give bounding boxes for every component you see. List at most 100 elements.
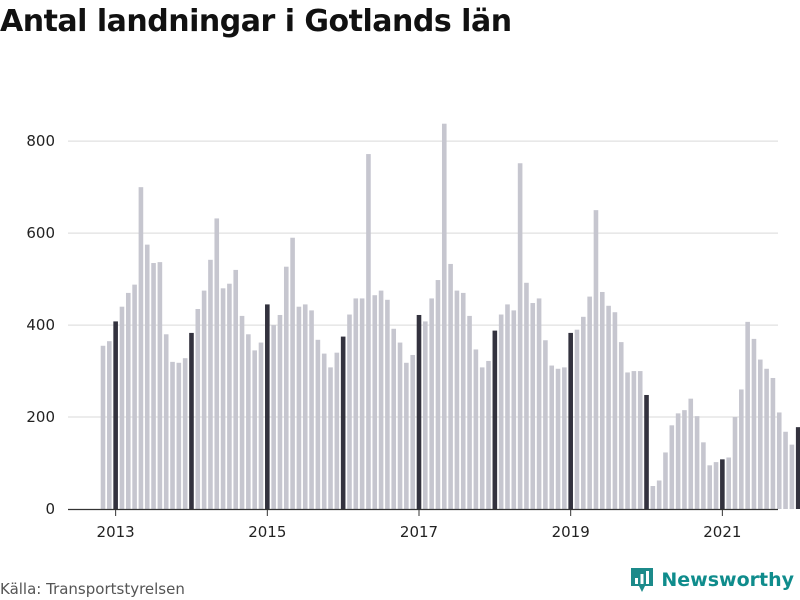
bar: [764, 368, 769, 509]
bar: [644, 394, 649, 509]
bar: [321, 353, 327, 509]
bar: [214, 218, 220, 509]
bar: [568, 332, 573, 509]
bar: [170, 361, 175, 509]
bar: [479, 367, 485, 509]
bar: [543, 340, 548, 509]
bar: [340, 336, 346, 509]
bar: [682, 410, 687, 509]
bar: [353, 298, 359, 509]
bar: [599, 291, 605, 509]
bar: [770, 377, 776, 509]
x-tick-label: 2013: [97, 523, 135, 541]
x-tick-label: 2019: [552, 523, 590, 541]
y-tick-label: 800: [26, 132, 55, 150]
bar: [366, 154, 371, 509]
bar: [625, 372, 630, 509]
bar: [119, 306, 125, 509]
bar: [448, 263, 453, 509]
bar: [378, 290, 384, 509]
bar: [347, 314, 352, 509]
newsworthy-logo-icon: [631, 568, 654, 592]
bar: [669, 425, 675, 509]
bar: [385, 299, 390, 509]
bar: [182, 358, 188, 509]
bar: [315, 339, 321, 509]
bar: [271, 325, 276, 509]
bar: [246, 334, 251, 509]
bar: [220, 288, 226, 509]
bar: [441, 123, 447, 510]
bar: [265, 304, 270, 509]
bar: [233, 269, 239, 509]
bar: [334, 352, 340, 509]
bar: [359, 298, 365, 509]
bar: [492, 330, 498, 509]
bar: [460, 292, 466, 509]
bar: [309, 310, 314, 509]
bar: [726, 457, 731, 509]
brand-logo: Newsworthy: [629, 566, 794, 594]
bar: [125, 292, 131, 509]
bar: [650, 486, 656, 509]
bar: [486, 360, 491, 509]
bar: [473, 349, 479, 509]
bar: [745, 321, 750, 509]
bar: [454, 290, 460, 509]
bar: [296, 306, 302, 509]
bar: [739, 389, 744, 509]
bar: [656, 480, 662, 509]
bar: [530, 303, 536, 509]
source-note: Källa: Transportstyrelsen: [0, 580, 185, 598]
bar: [637, 371, 643, 509]
bar: [227, 283, 232, 509]
y-tick-label: 600: [26, 224, 55, 242]
bar: [302, 304, 308, 509]
bar: [258, 342, 264, 509]
bar: [789, 444, 795, 509]
bar: [593, 210, 599, 509]
bar: [707, 465, 713, 509]
bar: [144, 244, 150, 509]
bar: [283, 266, 289, 509]
bar: [795, 427, 800, 509]
x-tick-label: 2015: [248, 523, 286, 541]
bar: [776, 412, 782, 509]
bar: [435, 280, 441, 509]
bar: [574, 329, 580, 509]
bar: [498, 314, 504, 509]
bar: [372, 295, 378, 509]
bar: [524, 282, 529, 509]
bar: [581, 316, 586, 509]
y-tick-label: 200: [26, 408, 55, 426]
bar: [663, 452, 668, 509]
x-tick-label: 2021: [703, 523, 741, 541]
bar: [713, 462, 719, 509]
bar: [618, 342, 624, 509]
bar: [239, 315, 245, 509]
bar: [195, 309, 201, 509]
bar: [100, 345, 106, 509]
bar: [701, 442, 706, 509]
bar: [511, 310, 517, 509]
bar: [163, 334, 169, 509]
bar: [720, 459, 725, 509]
bar: [391, 328, 397, 509]
bar: [587, 296, 592, 509]
bar: [612, 312, 618, 509]
bar: [467, 315, 472, 509]
bar: [107, 341, 112, 509]
y-axis-ticks: 0 200 400 600 800: [26, 132, 55, 518]
bar: [397, 342, 403, 509]
bar: [410, 354, 415, 509]
bar: [277, 314, 283, 509]
bar: [252, 350, 257, 509]
bar: [113, 321, 118, 509]
bar: [404, 362, 409, 509]
bar: [189, 332, 194, 509]
bar: [423, 321, 428, 509]
bar: [555, 368, 561, 509]
bar: [208, 259, 213, 509]
bar: [517, 163, 523, 509]
